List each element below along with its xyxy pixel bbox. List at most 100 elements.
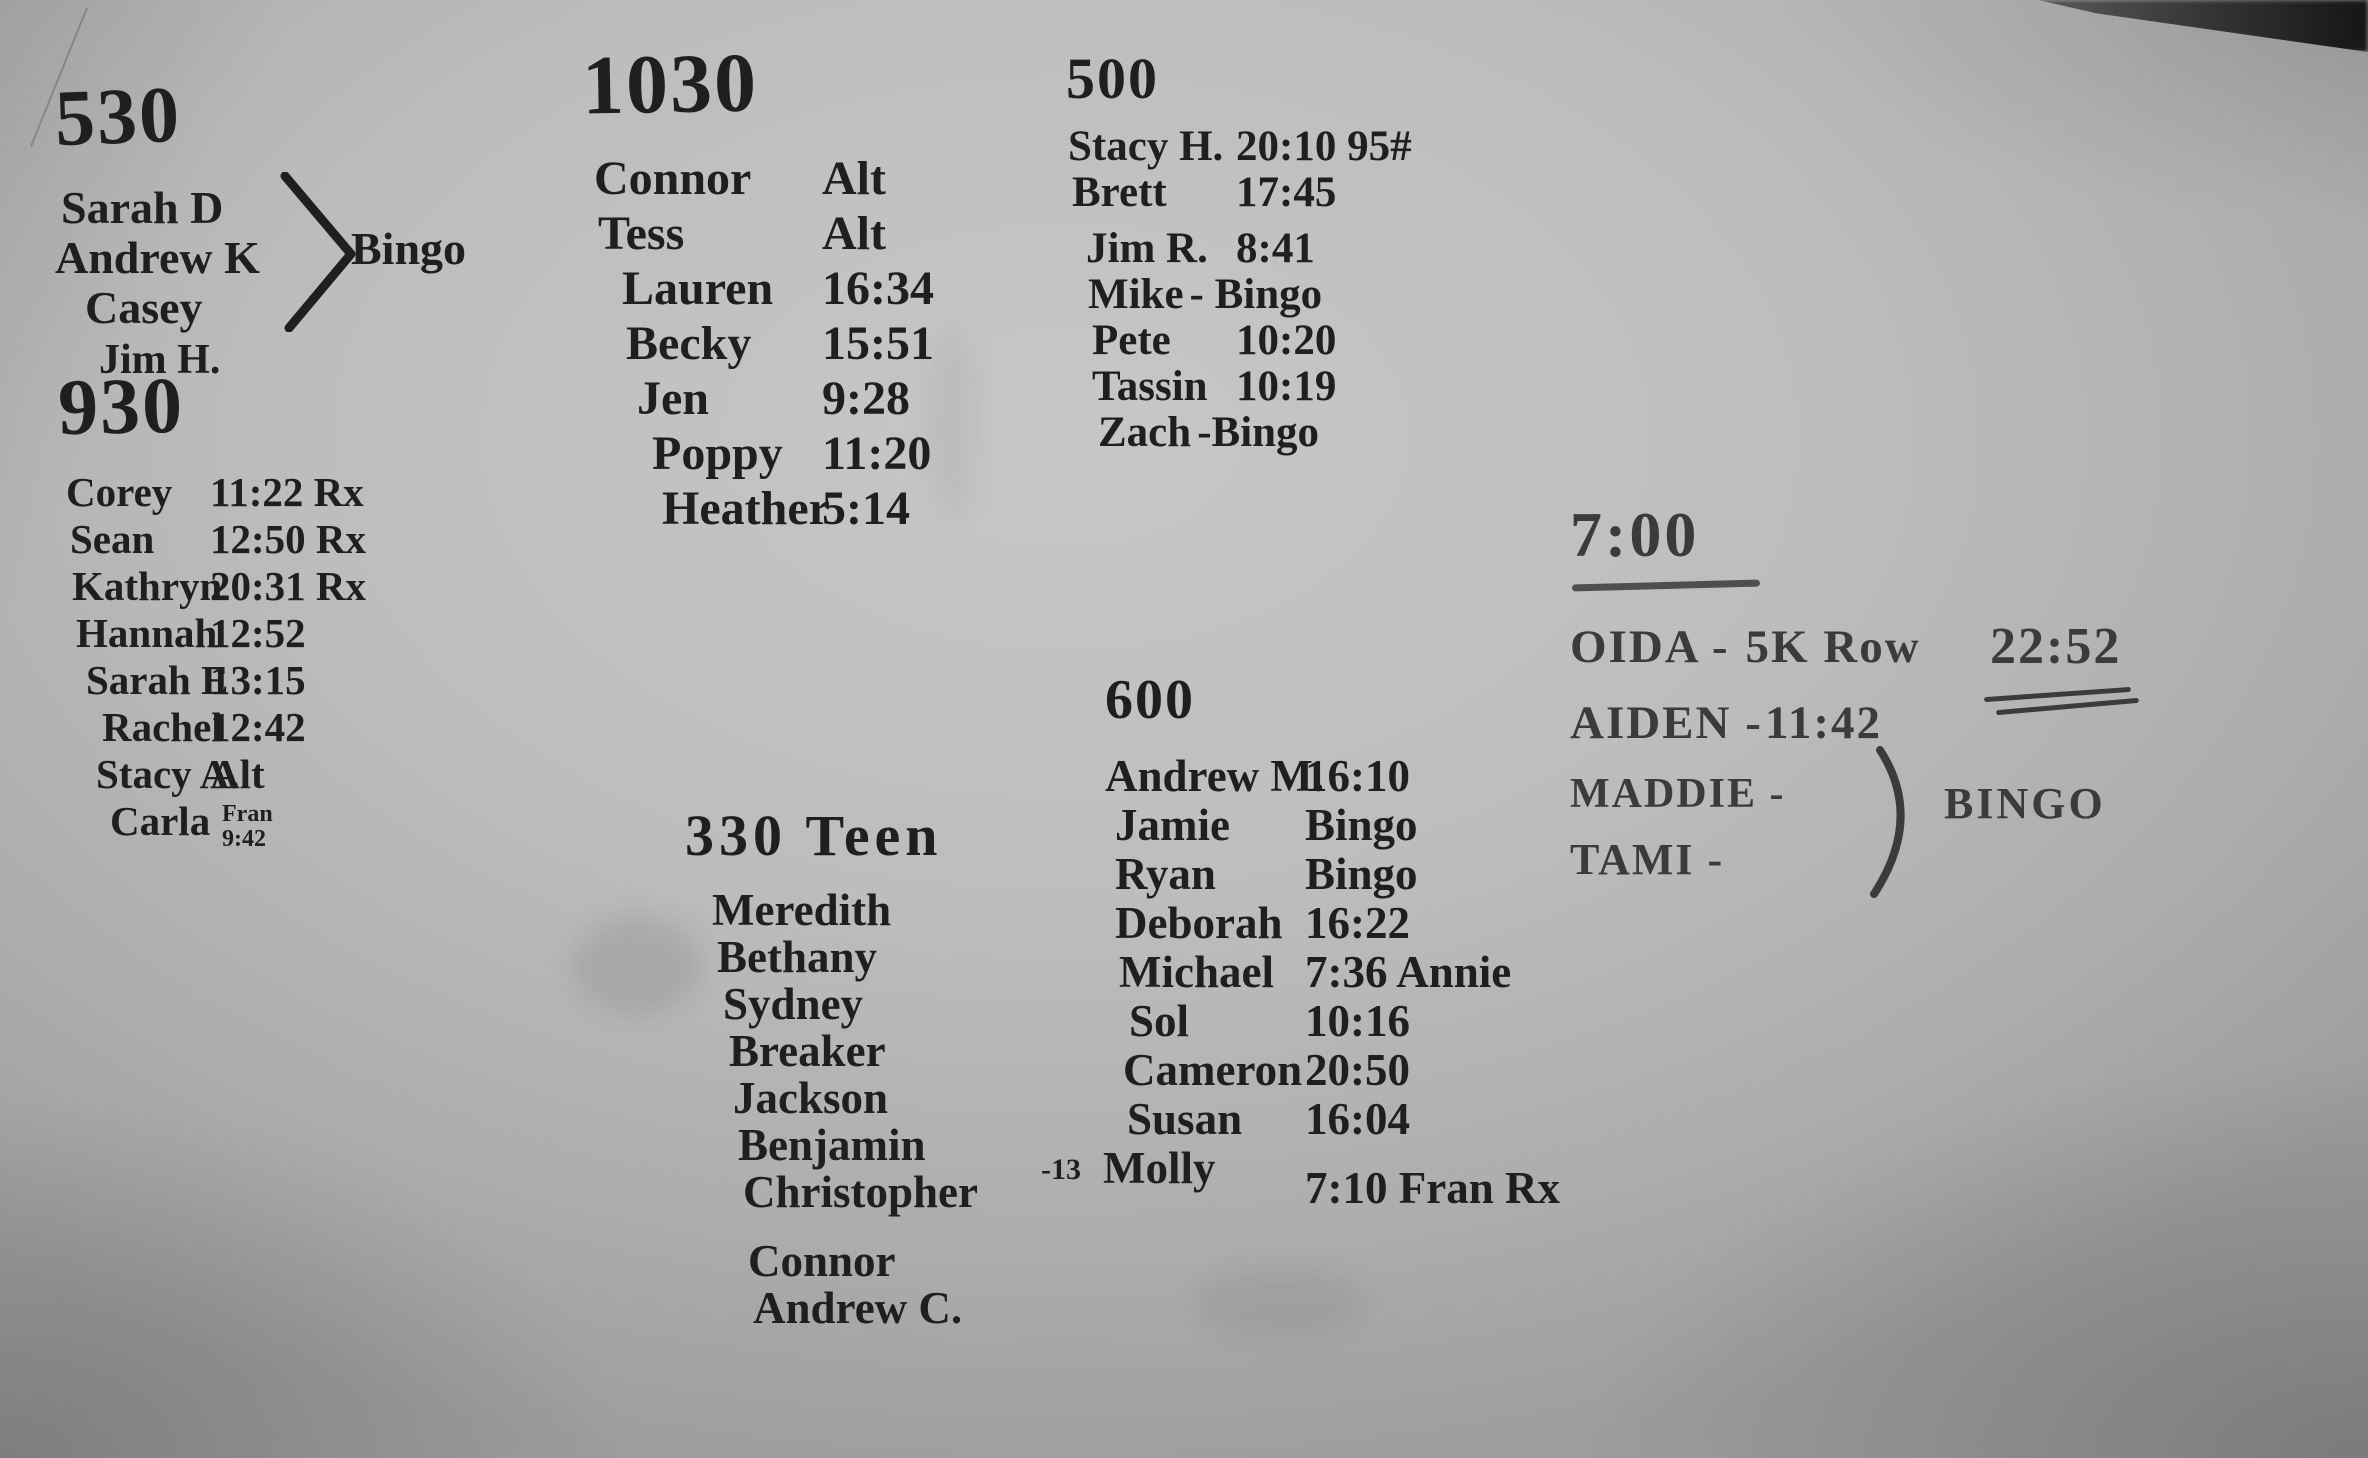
group-result-label: Bingo xyxy=(351,223,467,274)
athlete-name: Andrew C. xyxy=(753,1283,963,1333)
athlete-name: TAMI - xyxy=(1570,835,1725,884)
athlete-score: 9:28 xyxy=(822,372,910,425)
class-time-title: 930 xyxy=(57,361,185,453)
athlete-row: Jim R. 8:41 xyxy=(1066,226,1516,272)
athlete-name: Jim R. xyxy=(1086,225,1208,272)
athlete-name: Casey xyxy=(85,282,203,333)
athlete-score: 10:16 xyxy=(1305,996,1410,1046)
class-time-title: 1030 xyxy=(581,36,759,133)
athlete-name: Deborah xyxy=(1115,898,1283,948)
athlete-row: Jim H. xyxy=(55,333,525,385)
athlete-row: Jackson xyxy=(685,1075,1105,1122)
athlete-row: Connor Alt xyxy=(582,151,1062,206)
athlete-name: Mike xyxy=(1088,271,1184,318)
athlete-name: Cameron xyxy=(1123,1045,1303,1095)
athlete-row: Hannah 12:52 xyxy=(58,610,488,657)
workout-label: 5K Row xyxy=(1745,621,1921,673)
athlete-score: 7:10 Fran Rx xyxy=(1305,1163,1560,1213)
athlete-name: Molly xyxy=(1103,1143,1216,1193)
athlete-score: -Bingo xyxy=(1197,409,1320,456)
athlete-score: 15:51 xyxy=(822,317,934,370)
group-brace-icon xyxy=(1866,746,1928,903)
athlete-row: Sean 12:50 Rx xyxy=(58,516,488,563)
athlete-row: Cameron 20:50 xyxy=(1105,1046,1605,1095)
athlete-row: Meredith xyxy=(685,887,1105,934)
athlete-row: Andrew C. xyxy=(685,1285,1105,1332)
athlete-row: Stacy A. Alt xyxy=(58,751,488,798)
class-section-930: 930 Corey 11:22 Rx Sean 12:50 Rx Kathryn 20… xyxy=(57,361,488,852)
class-time-title: 7:00 xyxy=(1570,499,1700,570)
class-time-title: 330 Teen xyxy=(685,803,943,868)
athlete-score: 10:20 xyxy=(1236,317,1337,364)
athlete-score: 7:36 Annie xyxy=(1305,947,1512,997)
athlete-name: Jim H. xyxy=(99,337,221,383)
athlete-score: 22:52 xyxy=(1990,609,2121,685)
athlete-score: 11:22 Rx xyxy=(210,469,364,515)
athlete-score: Bingo xyxy=(1305,800,1418,850)
athlete-row: Poppy 11:20 xyxy=(582,426,1062,481)
athlete-name: Sarah E xyxy=(86,657,229,703)
athlete-name: Heather xyxy=(662,482,830,535)
athlete-name: Tassin xyxy=(1092,363,1208,410)
athlete-name: Stacy A. xyxy=(96,751,240,797)
eraser-smudge xyxy=(572,915,702,1015)
athlete-row: MADDIE - xyxy=(1570,761,2330,827)
athlete-score: Fran 9:42 xyxy=(222,801,273,852)
class-section-600: 600 Andrew M. 16:10 Jamie Bingo Ryan Bingo … xyxy=(1041,668,1605,1213)
athlete-name: Lauren xyxy=(622,262,774,315)
class-section-530: 530 Sarah D Andrew K Casey Jim H. Bingo xyxy=(53,71,525,385)
athlete-row: -13 Molly 7:10 Fran Rx xyxy=(1041,1143,1605,1213)
athlete-name: Carla xyxy=(110,798,211,844)
athlete-name: Zach xyxy=(1098,409,1192,456)
corner-shadow xyxy=(2038,0,2368,52)
athlete-score: 16:10 xyxy=(1305,751,1410,801)
class-time-title: 500 xyxy=(1066,46,1159,111)
athlete-score: 20:10 95# xyxy=(1236,123,1412,170)
athlete-row: Michael 7:36 Annie xyxy=(1105,948,1605,997)
athlete-row: Sarah E 13:15 xyxy=(58,657,488,704)
athlete-score: 12:42 xyxy=(210,704,306,750)
athlete-row: Zach -Bingo xyxy=(1066,410,1516,456)
athlete-row: Heather 5:14 xyxy=(582,481,1062,536)
athlete-name: Rachel xyxy=(102,704,223,750)
athlete-row: Christopher xyxy=(685,1169,1105,1216)
athlete-name: Andrew M. xyxy=(1105,751,1325,801)
athlete-name: Ryan xyxy=(1115,849,1216,899)
athlete-score: 20:31 Rx xyxy=(210,563,367,609)
athlete-list: Meredith Bethany Sydney Breaker Jackson … xyxy=(685,887,1105,1332)
athlete-row: Becky 15:51 xyxy=(582,316,1062,371)
athlete-name: Breaker xyxy=(729,1026,886,1076)
athlete-score: - Bingo xyxy=(1189,271,1323,318)
athlete-row: Stacy H. 20:10 95# xyxy=(1066,124,1516,170)
athlete-score: Alt xyxy=(210,751,265,797)
athlete-row: Rachel 12:42 xyxy=(58,704,488,751)
score-list: Corey 11:22 Rx Sean 12:50 Rx Kathryn 20:31 … xyxy=(58,469,488,852)
athlete-name: Jamie xyxy=(1115,800,1230,850)
athlete-row: Benjamin xyxy=(685,1122,1105,1169)
athlete-name: Becky xyxy=(626,317,752,370)
athlete-row: Lauren 16:34 xyxy=(582,261,1062,316)
athlete-name: Sol xyxy=(1129,996,1190,1046)
athlete-score: 5:14 xyxy=(822,482,910,535)
athlete-name: Kathryn xyxy=(72,563,223,609)
athlete-name: Benjamin xyxy=(738,1120,926,1170)
athlete-row: Sol 10:16 xyxy=(1105,997,1605,1046)
athlete-row: Ryan Bingo xyxy=(1105,850,1605,899)
athlete-score: 11:20 xyxy=(822,427,932,480)
athlete-row: Bethany xyxy=(685,934,1105,981)
athlete-row: Tassin 10:19 xyxy=(1066,364,1516,410)
athlete-row: Pete 10:20 xyxy=(1066,318,1516,364)
athlete-row: Susan 16:04 xyxy=(1105,1095,1605,1144)
athlete-row: Breaker xyxy=(685,1028,1105,1075)
athlete-name: Michael xyxy=(1119,947,1274,997)
athlete-score: 8:41 xyxy=(1236,225,1315,272)
athlete-row: Sydney xyxy=(685,981,1105,1028)
group-result-label: BINGO xyxy=(1944,779,2106,828)
athlete-row: Andrew M. 16:10 xyxy=(1105,752,1605,801)
athlete-row: Jamie Bingo xyxy=(1105,801,1605,850)
athlete-row: Casey xyxy=(55,283,525,333)
athlete-name: Brett xyxy=(1072,169,1167,216)
athlete-score: 12:52 xyxy=(210,610,306,656)
athlete-row: Deborah 16:22 xyxy=(1105,899,1605,948)
athlete-row: Tess Alt xyxy=(582,206,1062,261)
